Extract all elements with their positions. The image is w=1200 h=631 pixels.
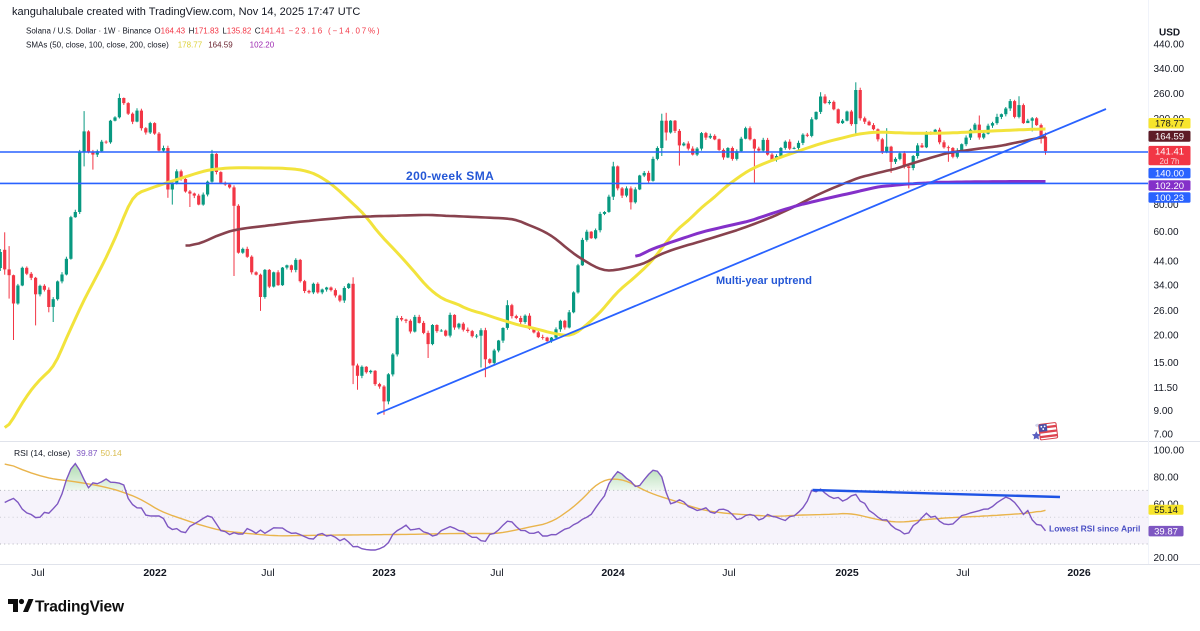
svg-text:7.00: 7.00	[1154, 430, 1174, 441]
svg-text:100.23: 100.23	[1155, 193, 1184, 204]
svg-text:USD: USD	[1159, 28, 1180, 39]
svg-text:164.59: 164.59	[1155, 132, 1184, 143]
svg-text:kanguhalubale created with Tra: kanguhalubale created with TradingView.c…	[12, 6, 360, 18]
svg-text:140.00: 140.00	[1155, 169, 1184, 180]
svg-text:TradingView: TradingView	[35, 599, 125, 616]
svg-text:Jul: Jul	[490, 567, 503, 579]
svg-text:60.00: 60.00	[1154, 227, 1179, 238]
svg-text:2024: 2024	[601, 567, 625, 579]
svg-text:2025: 2025	[835, 567, 859, 579]
svg-text:102.20: 102.20	[1155, 181, 1184, 192]
svg-text:Jul: Jul	[956, 567, 969, 579]
svg-text:Multi-year uptrend: Multi-year uptrend	[716, 275, 812, 287]
svg-text:141.41: 141.41	[1155, 146, 1184, 157]
svg-text:26.00: 26.00	[1154, 306, 1179, 317]
svg-text:Jul: Jul	[31, 567, 44, 579]
svg-text:9.00: 9.00	[1154, 406, 1174, 417]
svg-text:44.00: 44.00	[1154, 256, 1179, 267]
svg-text:178.77: 178.77	[1155, 119, 1184, 130]
svg-text:80.00: 80.00	[1154, 200, 1179, 211]
svg-text:2026: 2026	[1067, 567, 1091, 579]
svg-text:2d 7h: 2d 7h	[1159, 157, 1179, 166]
svg-text:260.00: 260.00	[1154, 89, 1185, 100]
svg-text:2023: 2023	[372, 567, 396, 579]
svg-text:2022: 2022	[143, 567, 167, 579]
svg-text:Jul: Jul	[722, 567, 735, 579]
svg-text:340.00: 340.00	[1154, 64, 1185, 75]
svg-text:440.00: 440.00	[1154, 40, 1185, 51]
svg-text:20.00: 20.00	[1154, 553, 1179, 564]
svg-text:15.00: 15.00	[1154, 358, 1179, 369]
svg-text:100.00: 100.00	[1154, 446, 1185, 457]
svg-text:80.00: 80.00	[1154, 473, 1179, 484]
svg-text:200-week SMA: 200-week SMA	[406, 169, 494, 183]
svg-text:Jul: Jul	[261, 567, 274, 579]
svg-text:11.50: 11.50	[1154, 383, 1179, 394]
svg-text:34.00: 34.00	[1154, 281, 1179, 292]
svg-text:Solana / U.S. Dollar · 1W · Bi: Solana / U.S. Dollar · 1W · Binance O164.…	[26, 26, 381, 35]
svg-text:20.00: 20.00	[1154, 331, 1179, 342]
svg-text:Lowest RSI since April: Lowest RSI since April	[1049, 523, 1140, 533]
svg-text:SMAs (50, close, 100, close, 2: SMAs (50, close, 100, close, 200, close)…	[26, 40, 275, 49]
svg-text:55.14: 55.14	[1154, 505, 1178, 516]
svg-text:39.87: 39.87	[1154, 527, 1178, 538]
